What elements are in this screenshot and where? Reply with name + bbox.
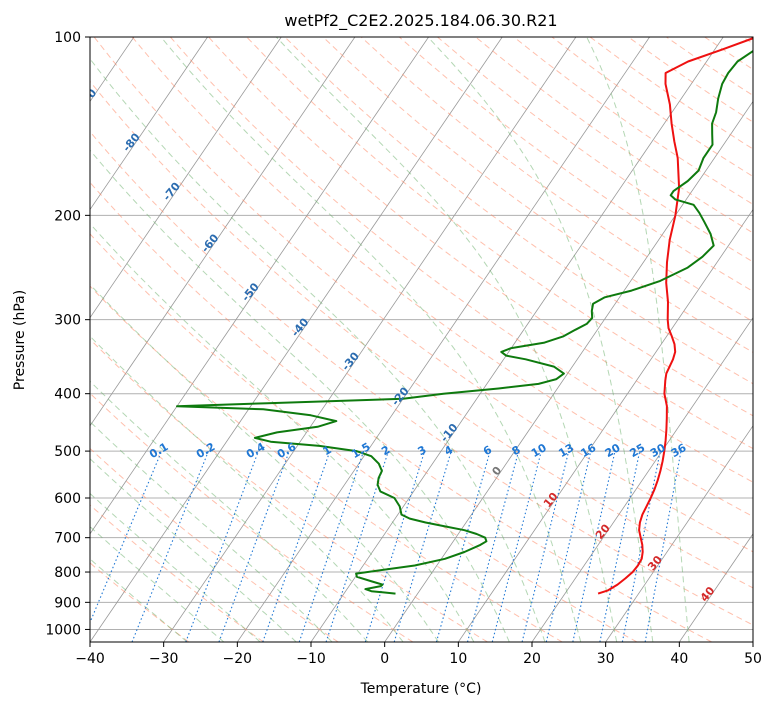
mixing-ratio-line (364, 450, 426, 642)
x-axis-label: Temperature (°C) (360, 681, 482, 697)
isotherm-line (384, 100, 753, 642)
plot-area: 0.10.20.40.611.52346810131620253036-100-… (77, 37, 753, 642)
moist-adiabat (90, 380, 369, 642)
dry-adiabat (90, 181, 712, 642)
y-tick-label: 300 (54, 313, 81, 329)
moist-adiabat (427, 37, 654, 642)
isotherm-line (605, 425, 753, 642)
mixing-ratio-line (621, 450, 661, 642)
dry-adiabat (90, 130, 753, 626)
grid-layer (90, 37, 753, 630)
dry-adiabat (90, 285, 563, 642)
mixing-ratio-line (572, 450, 616, 642)
y-tick-label: 800 (54, 565, 81, 581)
y-tick-label: 200 (54, 208, 81, 224)
mixing-ratio-line (298, 450, 365, 642)
dry-adiabat (360, 37, 753, 323)
isotherm-line (679, 533, 753, 642)
x-tick-label: 50 (744, 651, 762, 667)
isotherm-label: -90 (77, 86, 100, 110)
dry-adiabat (322, 37, 753, 353)
y-tick-label: 100 (54, 30, 81, 46)
moist-adiabat (90, 558, 188, 642)
mixing-ratio-line (545, 450, 592, 642)
moist-adiabat (586, 37, 690, 642)
moist-adiabat (90, 420, 333, 642)
series-layer (176, 37, 753, 595)
dry-adiabat (90, 504, 264, 642)
dry-adiabat (90, 233, 638, 642)
background-lines-layer (90, 37, 753, 642)
temperature-profile-line (597, 37, 753, 595)
chart-title: wetPf2_C2E2.2025.184.06.30.R21 (284, 11, 557, 31)
dry-adiabat (170, 37, 753, 483)
x-tick-label: 30 (597, 651, 615, 667)
y-tick-label: 400 (54, 387, 81, 403)
x-tick-label: 0 (380, 651, 389, 667)
dry-adiabat (90, 80, 753, 589)
isotherm-line (90, 37, 429, 535)
isotherm-line (458, 208, 753, 642)
y-tick-label: 700 (54, 531, 81, 547)
x-tick-label: −40 (75, 651, 105, 667)
moist-adiabat (90, 283, 439, 642)
mixing-ratio-line (262, 450, 331, 642)
x-tick-label: −10 (296, 651, 326, 667)
moist-adiabat (90, 149, 510, 642)
isotherm-line (90, 37, 208, 211)
moist-adiabat (160, 37, 582, 642)
ticks-layer: −40 −30 −20 −10 0 10 20 30 40 50 100 200 300 400 500 60… (45, 30, 762, 667)
plot-frame (89, 36, 754, 643)
dry-adiabat (284, 37, 753, 385)
x-tick-label: −20 (223, 651, 253, 667)
mixing-ratio-line (466, 450, 520, 642)
isotherm-line (237, 37, 650, 642)
isotherm-line (531, 316, 753, 642)
isotherm-line (163, 37, 577, 642)
x-tick-label: 10 (449, 651, 467, 667)
mixing-ratio-line (435, 450, 491, 642)
isotherm-line (90, 37, 356, 427)
dewpoint-profile-line (176, 49, 753, 595)
mixing-ratio-line (491, 450, 542, 642)
moist-adiabat (90, 335, 404, 642)
isotherm-line (90, 37, 282, 319)
mixing-ratio-line (644, 451, 682, 642)
moist-adiabat (90, 525, 225, 642)
isotherm-line (90, 37, 503, 642)
moist-adiabat (90, 222, 475, 642)
x-tick-label: 40 (670, 651, 688, 667)
mixing-ratio-line (393, 450, 452, 642)
moist-adiabat (90, 458, 297, 642)
moist-adiabat (90, 492, 261, 642)
moist-adiabat (275, 37, 618, 642)
x-tick-label: −30 (149, 651, 179, 667)
mixing-ratio-line (599, 450, 641, 642)
dry-adiabat (131, 37, 753, 518)
mixing-ratio-line (521, 450, 570, 642)
y-tick-label: 500 (54, 444, 81, 460)
moist-adiabat (90, 58, 546, 642)
y-tick-label: 900 (54, 595, 81, 611)
y-axis-label: Pressure (hPa) (12, 290, 28, 390)
y-tick-label: 1000 (45, 622, 81, 638)
y-tick-label: 600 (54, 491, 81, 507)
dry-adiabat (93, 37, 753, 553)
x-tick-label: 20 (523, 651, 541, 667)
mixing-ratio-line (325, 450, 389, 642)
mixing-ratio-line (90, 450, 163, 624)
